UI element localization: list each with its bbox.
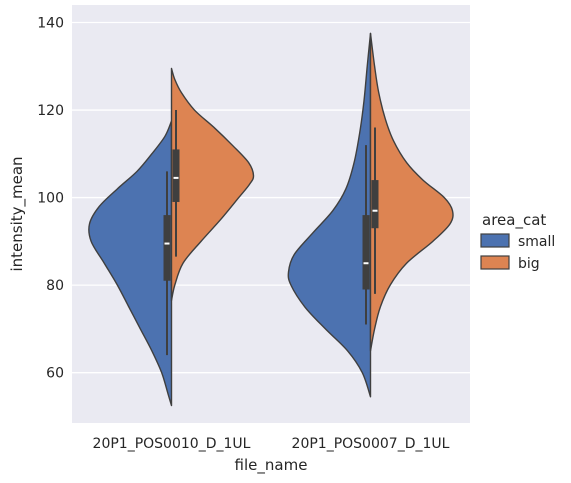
legend-swatch-small [480, 233, 510, 248]
x-axis-ticks: 20P1_POS0010_D_1UL 20P1_POS0007_D_1UL [93, 436, 450, 452]
iqr-box-big-2 [371, 180, 379, 229]
y-tick-label-120: 120 [37, 103, 64, 119]
x-tick-label-2: 20P1_POS0007_D_1UL [292, 436, 450, 452]
legend-label-big: big [518, 256, 540, 272]
y-tick-label-60: 60 [46, 366, 64, 382]
y-axis-ticks: 60 80 100 120 140 [37, 16, 64, 382]
legend-label-small: small [518, 234, 555, 250]
x-tick-label-1: 20P1_POS0010_D_1UL [93, 436, 251, 452]
iqr-box-big-1 [172, 149, 180, 202]
violin-half-big-2 [369, 32, 454, 352]
y-axis-label: intensity_mean [8, 156, 27, 271]
legend-swatch-big [480, 255, 510, 270]
iqr-box-small-2 [362, 215, 370, 290]
violin-half-big-1 [170, 67, 255, 302]
violin-half-small-2 [287, 32, 372, 398]
iqr-box-small-1 [163, 215, 171, 281]
violin-half-small-1 [88, 120, 173, 407]
violin-group [88, 32, 454, 407]
legend-title: area_cat [482, 211, 546, 230]
y-tick-label-100: 100 [37, 191, 64, 207]
y-tick-label-80: 80 [46, 278, 64, 294]
legend: area_cat small big [480, 211, 555, 272]
y-tick-label-140: 140 [37, 16, 64, 32]
x-axis-label: file_name [235, 456, 308, 475]
